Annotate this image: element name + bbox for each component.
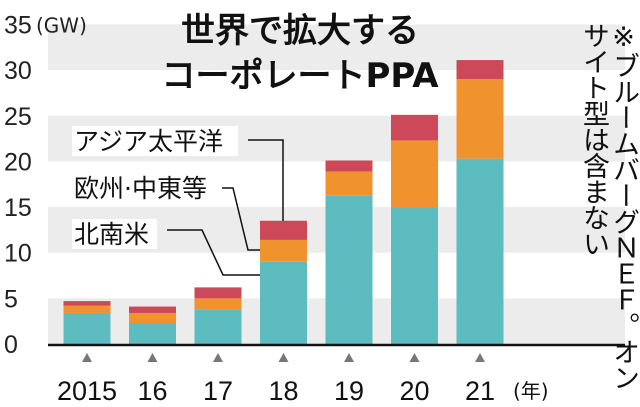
bar-segment — [391, 140, 438, 208]
chart-title-line: コーポレートPPA — [161, 56, 439, 96]
y-tick-label: 5 — [4, 285, 18, 313]
tick-triangle-icon — [278, 353, 289, 362]
bar-segment — [129, 312, 176, 324]
tick-triangle-icon — [409, 353, 420, 362]
y-tick-label: 25 — [4, 103, 32, 131]
source-note: ※ブルームバーグＮＥＦ。オンサイト型は含まない — [578, 22, 639, 390]
bar-segment — [456, 79, 504, 159]
x-tick-label: 20 — [399, 376, 429, 406]
x-axis-unit: (年) — [513, 379, 549, 403]
x-tick-label: 19 — [334, 376, 364, 406]
bar-segment — [260, 239, 307, 262]
legend-label: 北南米 — [74, 220, 149, 249]
bar-segment — [456, 158, 504, 344]
x-tick-label: 17 — [203, 376, 233, 406]
tick-triangle-icon — [147, 353, 158, 362]
y-axis-unit: (GW) — [36, 13, 87, 37]
y-tick-label: 30 — [4, 57, 32, 85]
bar-segment — [129, 306, 176, 313]
y-tick-label: 20 — [4, 148, 32, 176]
bar-segment — [391, 114, 438, 141]
x-tick-label: 16 — [137, 376, 167, 406]
bar-segment — [391, 207, 438, 344]
y-tick-label: 35 — [4, 11, 32, 39]
tick-triangle-icon — [213, 353, 223, 362]
x-tick-label: 21 — [465, 376, 495, 406]
legend-label-bg — [72, 219, 157, 249]
bar-segment — [63, 301, 111, 306]
bar-segment — [325, 160, 373, 172]
y-tick-label: 10 — [4, 240, 32, 268]
chart-title-line: 世界で拡大する — [181, 11, 419, 51]
bar-segment — [194, 309, 242, 344]
bar-segment — [129, 323, 176, 344]
bar-segment — [63, 305, 111, 313]
legend-leader-line — [222, 187, 260, 251]
bar-segment — [260, 261, 307, 344]
bar-segment — [63, 312, 111, 344]
legend-label-bg — [72, 173, 238, 203]
bar-segment — [456, 60, 504, 80]
x-tick-label: 2015 — [57, 376, 117, 406]
tick-triangle-icon — [475, 353, 485, 362]
legend-leader-line — [167, 229, 260, 276]
tick-triangle-icon — [82, 353, 92, 362]
legend-label: 欧州·中東等 — [74, 174, 207, 203]
legend-leader-line — [248, 139, 284, 221]
legend-label: アジア太平洋 — [74, 127, 223, 156]
y-tick-label: 0 — [4, 331, 18, 359]
x-tick-label: 18 — [268, 376, 298, 406]
bar-segment — [194, 287, 242, 299]
bar-segment — [260, 220, 307, 240]
legend-label-bg — [72, 126, 238, 156]
tick-triangle-icon — [344, 353, 354, 362]
bar-segment — [194, 298, 242, 310]
bar-segment — [325, 195, 373, 344]
y-tick-label: 15 — [4, 194, 32, 222]
bar-segment — [325, 171, 373, 196]
grid-band — [48, 24, 625, 71]
